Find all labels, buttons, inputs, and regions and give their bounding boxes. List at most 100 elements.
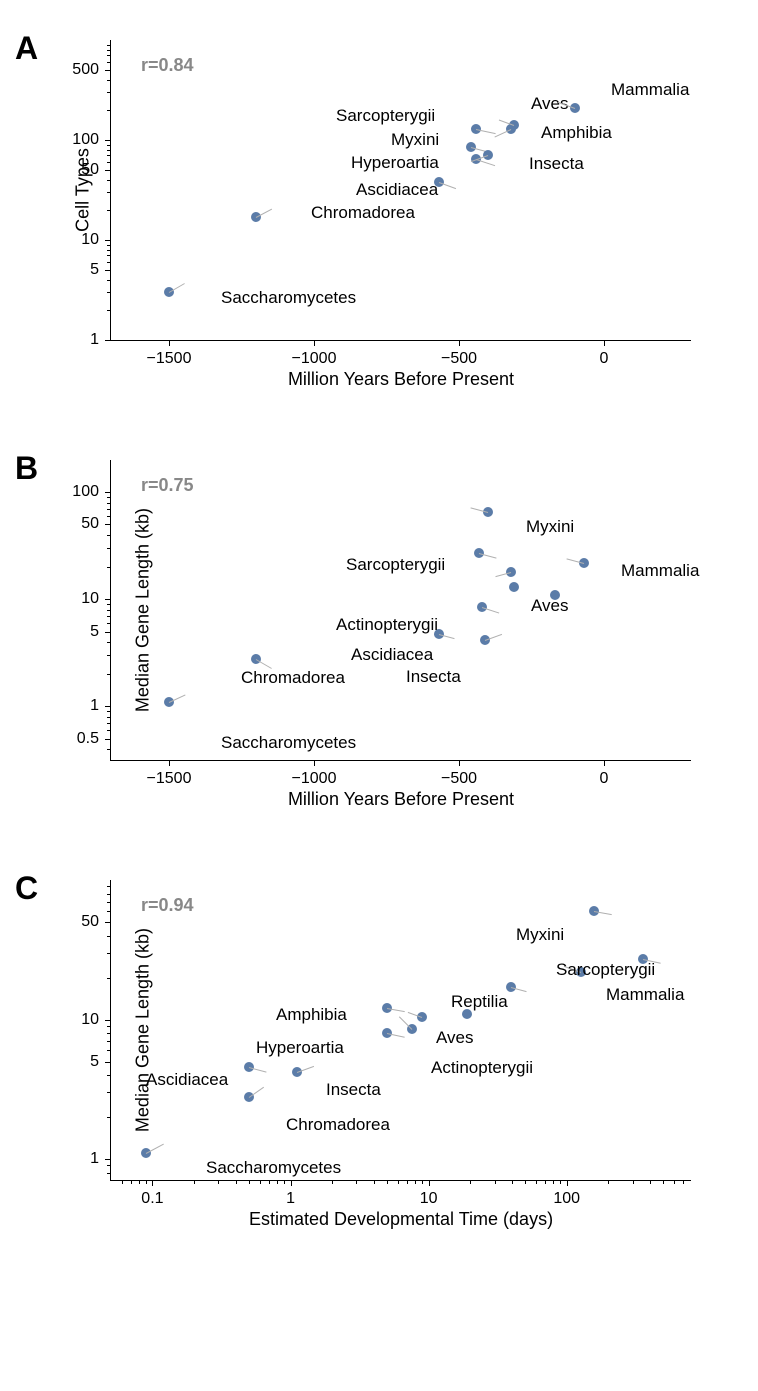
callout-label: Amphibia: [541, 123, 612, 143]
callout-label: Ascidiacea: [146, 1070, 228, 1090]
y-minor-tick: [107, 110, 111, 111]
y-minor-tick: [107, 210, 111, 211]
x-tick-label: 0: [600, 770, 609, 788]
x-minor-tick: [218, 1180, 219, 1184]
x-minor-tick: [139, 1180, 140, 1184]
y-minor-tick: [107, 953, 111, 954]
callout-label: Chromadorea: [311, 203, 415, 223]
y-tick: [105, 140, 111, 141]
panel-a: A r=0.84 Cell Types Million Years Before…: [20, 40, 738, 420]
y-tick: [105, 240, 111, 241]
y-minor-tick: [107, 911, 111, 912]
panel-b-rvalue: r=0.75: [141, 475, 194, 496]
x-minor-tick: [560, 1180, 561, 1184]
y-minor-tick: [107, 1050, 111, 1051]
y-minor-tick: [107, 535, 111, 536]
y-minor-tick: [107, 516, 111, 517]
callout-label: Aves: [531, 596, 569, 616]
y-minor-tick: [107, 497, 111, 498]
y-minor-tick: [107, 150, 111, 151]
y-minor-tick: [107, 616, 111, 617]
callout-line: [256, 659, 272, 669]
x-tick: [567, 1180, 568, 1186]
y-minor-tick: [107, 503, 111, 504]
x-minor-tick: [608, 1180, 609, 1184]
x-tick: [459, 340, 460, 346]
callout-label: Myxini: [526, 517, 574, 537]
y-minor-tick: [107, 62, 111, 63]
x-minor-tick: [407, 1180, 408, 1184]
x-tick-label: 0.1: [141, 1190, 163, 1208]
y-tick-label: 10: [81, 1011, 99, 1029]
y-tick-label: 10: [81, 231, 99, 249]
x-minor-tick: [332, 1180, 333, 1184]
y-tick-label: 50: [81, 913, 99, 931]
panel-a-plot: r=0.84 Cell Types Million Years Before P…: [110, 40, 691, 341]
callout-label: Hyperoartia: [351, 153, 439, 173]
x-minor-tick: [374, 1180, 375, 1184]
y-tick-label: 5: [90, 261, 99, 279]
y-minor-tick: [107, 145, 111, 146]
y-tick: [105, 599, 111, 600]
x-minor-tick: [422, 1180, 423, 1184]
y-tick: [105, 706, 111, 707]
y-minor-tick: [107, 1062, 111, 1063]
y-minor-tick: [107, 655, 111, 656]
panel-c-rvalue: r=0.94: [141, 895, 194, 916]
x-minor-tick: [146, 1180, 147, 1184]
y-minor-tick: [107, 170, 111, 171]
x-minor-tick: [398, 1180, 399, 1184]
callout-label: Insecta: [529, 154, 584, 174]
callout-label: Chromadorea: [286, 1115, 390, 1135]
y-minor-tick: [107, 1075, 111, 1076]
y-minor-tick: [107, 1092, 111, 1093]
panel-c: C r=0.94 Median Gene Length (kb) Estimat…: [20, 880, 738, 1260]
y-tick: [105, 340, 111, 341]
y-minor-tick: [107, 567, 111, 568]
y-minor-tick: [107, 92, 111, 93]
y-minor-tick: [107, 1041, 111, 1042]
y-tick-label: 5: [90, 1053, 99, 1071]
x-minor-tick: [536, 1180, 537, 1184]
x-minor-tick: [470, 1180, 471, 1184]
y-minor-tick: [107, 155, 111, 156]
x-tick: [459, 760, 460, 766]
y-minor-tick: [107, 255, 111, 256]
callout-label: Myxini: [391, 130, 439, 150]
x-tick: [314, 760, 315, 766]
callout-label: Actinopterygii: [336, 615, 438, 635]
x-tick-label: −1500: [147, 770, 192, 788]
callout-label: Ascidiacea: [356, 180, 438, 200]
y-tick: [105, 492, 111, 493]
x-tick: [314, 340, 315, 346]
y-tick-label: 1: [90, 331, 99, 349]
x-minor-tick: [674, 1180, 675, 1184]
y-minor-tick: [107, 280, 111, 281]
y-minor-tick: [107, 749, 111, 750]
y-tick-label: 0.5: [77, 730, 99, 748]
y-minor-tick: [107, 524, 111, 525]
x-minor-tick: [415, 1180, 416, 1184]
y-minor-tick: [107, 1165, 111, 1166]
y-minor-tick: [107, 1026, 111, 1027]
y-minor-tick: [107, 922, 111, 923]
y-minor-tick: [107, 936, 111, 937]
x-minor-tick: [633, 1180, 634, 1184]
y-minor-tick: [107, 902, 111, 903]
x-minor-tick: [525, 1180, 526, 1184]
y-minor-tick: [107, 711, 111, 712]
y-minor-tick: [107, 548, 111, 549]
y-minor-tick: [107, 886, 111, 887]
y-minor-tick: [107, 192, 111, 193]
y-tick-label: 10: [81, 590, 99, 608]
callout-label: Mammalia: [611, 80, 689, 100]
y-minor-tick: [107, 723, 111, 724]
x-tick-label: 0: [600, 350, 609, 368]
x-minor-tick: [284, 1180, 285, 1184]
y-minor-tick: [107, 70, 111, 71]
x-tick: [604, 760, 605, 766]
y-minor-tick: [107, 730, 111, 731]
y-tick: [105, 1020, 111, 1021]
y-tick-label: 100: [72, 131, 99, 149]
y-minor-tick: [107, 310, 111, 311]
